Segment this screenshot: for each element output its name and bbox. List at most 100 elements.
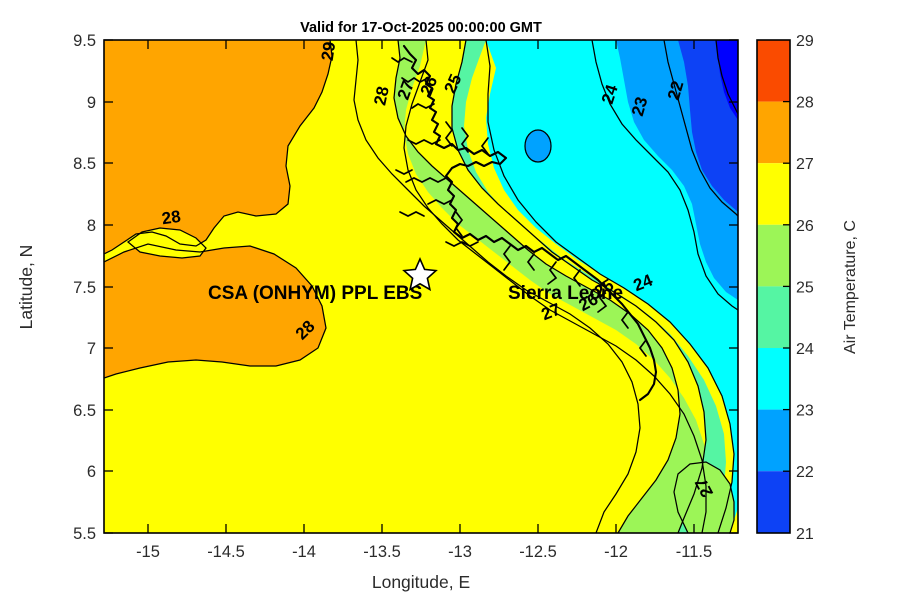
- colorbar-tick-label-29: 29: [796, 33, 814, 50]
- band-22-23: [664, 40, 738, 212]
- river-8: [405, 177, 447, 183]
- x-tick-label-0: -15: [136, 543, 160, 561]
- x-axis: -15 -14.5 -14 -13.5 -13 -12.5 -12 -11.5 …: [136, 40, 712, 592]
- contour-24: [485, 40, 735, 533]
- colorbar-tick-label-27: 27: [796, 156, 814, 173]
- colorbar-label: Air Temperature, C: [842, 220, 859, 354]
- colorbar-tick-label-28: 28: [796, 95, 814, 112]
- contour-label-23-ne: 23: [628, 95, 651, 118]
- y-tick-label-0: 5.5: [73, 525, 96, 543]
- band-23-24-isolated-blob: [525, 130, 551, 162]
- contour-fill-layer: 29 28 27 26 25 24 23 22 28 28 27 26 25 2…: [104, 40, 738, 533]
- y-tick-label-1: 6: [87, 463, 96, 481]
- contour-21: [715, 40, 738, 115]
- river-16: [597, 289, 608, 313]
- contour-label-29: 29: [318, 41, 339, 62]
- contour-25: [451, 40, 707, 533]
- river-19: [395, 169, 413, 175]
- x-tick-label-4: -13: [448, 543, 472, 561]
- x-tick-label-2: -14: [292, 543, 316, 561]
- contour-29-notch-left: [126, 227, 207, 259]
- x-tick-label-5: -12.5: [519, 543, 557, 561]
- coastline-layer: [391, 44, 658, 402]
- y-tick-label-2: 6.5: [73, 402, 96, 420]
- band-28-29-sw-lobe: [104, 244, 326, 378]
- x-tick-label-1: -14.5: [207, 543, 245, 561]
- river-13: [526, 253, 535, 271]
- river-1: [391, 57, 413, 64]
- y-tick-label-3: 7: [87, 340, 96, 358]
- band-26-27-se-pocket: [674, 462, 734, 533]
- y-tick-label-6: 8.5: [73, 155, 96, 173]
- contour-28-coast: [353, 40, 641, 533]
- river-5: [444, 121, 454, 147]
- colorbar-tick-label-22: 22: [796, 464, 814, 481]
- river-2: [401, 76, 429, 84]
- colorbar-swatch-27-28: [757, 101, 790, 164]
- colorbar-tick-label-21: 21: [796, 526, 814, 543]
- colorbar-swatch-26-27: [757, 163, 790, 225]
- x-tick-label-3: -13.5: [363, 543, 401, 561]
- colorbar-tick-label-24: 24: [796, 341, 814, 358]
- river-3: [411, 103, 435, 109]
- colorbar[interactable]: 29 28 27 26 25 24 23 22 21 Air Temperatu…: [756, 33, 859, 543]
- river-20: [399, 211, 425, 217]
- chart-title: Valid for 17-Oct-2025 00:00:00 GMT: [300, 20, 542, 36]
- band-21-22: [716, 40, 738, 120]
- contour-26: [403, 40, 707, 533]
- river-14: [547, 261, 558, 285]
- colorbar-tick-label-25: 25: [796, 279, 814, 296]
- contour-22: [663, 40, 738, 217]
- river-18: [638, 339, 647, 357]
- x-tick-marks: [147, 40, 695, 533]
- contour-label-22-ne: 22: [664, 79, 687, 102]
- colorbar-swatch-22-23: [757, 409, 790, 472]
- colorbar-swatch-28-29: [757, 40, 790, 102]
- y-tick-label-4: 7.5: [73, 279, 96, 297]
- plot-area: 29 28 27 26 25 24 23 22 28 28 27 26 25 2…: [16, 32, 739, 592]
- colorbar-swatch-21-22: [757, 471, 790, 533]
- y-tick-marks: [104, 39, 738, 534]
- colorbar-tick-label-26: 26: [796, 218, 814, 235]
- colorbar-swatch-23-24: [757, 348, 790, 410]
- country-label-sierra-leone: Sierra Leone: [508, 283, 623, 304]
- river-11: [445, 241, 479, 247]
- colorbar-tick-label-23: 23: [796, 403, 814, 420]
- y-tick-label-7: 9: [87, 94, 96, 112]
- site-marker-star: [402, 257, 438, 292]
- river-12: [502, 245, 512, 271]
- y-tick-label-8: 9.5: [73, 32, 96, 50]
- contour-label-28-n: 28: [370, 85, 393, 107]
- river-17: [620, 311, 629, 329]
- river-7: [480, 137, 489, 155]
- river-4: [407, 139, 441, 145]
- contour-23-blob: [524, 129, 552, 163]
- river-10: [454, 211, 464, 237]
- river-6: [460, 127, 470, 153]
- band-28-29: [104, 40, 332, 254]
- colorbar-swatch-24-25: [757, 286, 790, 348]
- contour-28-sw: [104, 243, 327, 379]
- coastline-main: [402, 44, 658, 402]
- contour-label-28-w: 28: [161, 207, 182, 228]
- site-label-csa-onhym-ppl-ebs: CSA (ONHYM) PPL EBS: [208, 283, 422, 304]
- contour-line-layer: [104, 40, 738, 533]
- contour-23: [591, 40, 738, 311]
- river-9: [427, 199, 453, 205]
- band-26-27: [356, 40, 708, 533]
- y-axis-label: Latitude, N: [16, 245, 36, 330]
- contour-29: [104, 40, 333, 255]
- river-15: [572, 269, 581, 287]
- x-tick-label-6: -12: [604, 543, 628, 561]
- colorbar-swatch-25-26: [757, 224, 790, 287]
- colorbar-tick-marks: [783, 100, 790, 472]
- contour-27: [393, 40, 681, 533]
- x-tick-label-7: -11.5: [676, 543, 712, 561]
- contour-27-se-pocket: [673, 461, 735, 533]
- y-axis: 5.5 6 6.5 7 7.5 8 8.5 9 9.5 Latitude, N: [16, 32, 738, 543]
- y-tick-label-5: 8: [87, 217, 96, 235]
- annotation-layer: CSA (ONHYM) PPL EBS Sierra Leone: [208, 257, 623, 304]
- band-25-26: [426, 40, 726, 533]
